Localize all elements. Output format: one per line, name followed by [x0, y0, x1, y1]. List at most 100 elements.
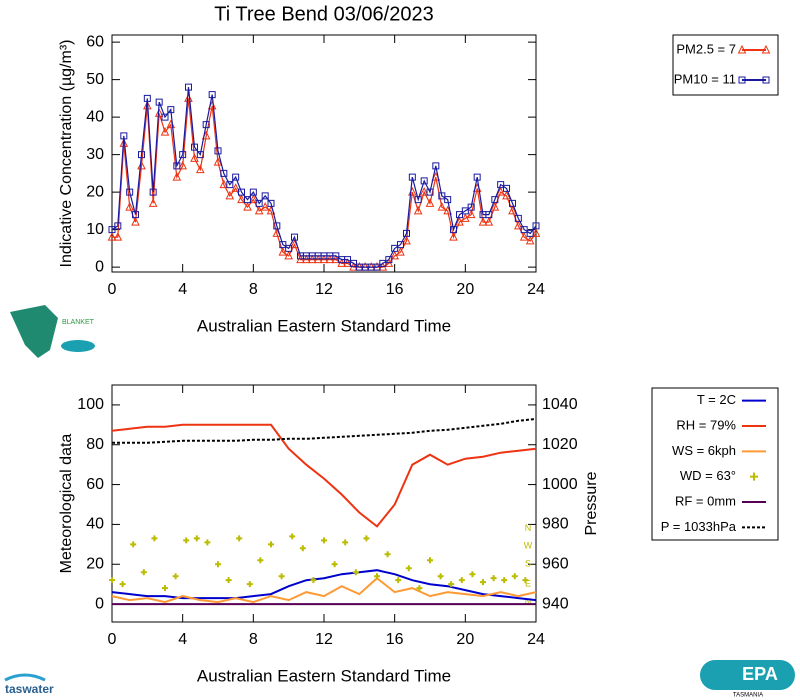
logo-shape [10, 305, 58, 358]
marker [310, 577, 317, 584]
marker [167, 106, 175, 114]
marker [284, 250, 293, 260]
x-tick-label: 12 [315, 281, 333, 298]
y-tick-label: 50 [86, 71, 104, 88]
x-tick-label: 16 [386, 281, 404, 298]
series-line [111, 576, 537, 604]
marker [420, 177, 428, 185]
marker [138, 151, 146, 159]
marker [403, 229, 411, 237]
y-tick-label: 20 [86, 183, 104, 200]
marker [461, 207, 469, 215]
marker [485, 211, 493, 219]
marker [225, 577, 232, 584]
marker [114, 222, 122, 230]
marker [290, 233, 298, 241]
marker [444, 196, 452, 204]
series-line [112, 417, 537, 444]
marker [278, 573, 285, 580]
x-tick-label: 12 [315, 631, 333, 648]
marker [342, 539, 349, 546]
marker [501, 577, 508, 584]
y-tick-label: 60 [86, 33, 104, 50]
marker [214, 147, 222, 155]
marker [469, 571, 476, 578]
marker [273, 222, 281, 230]
legend-marker [761, 44, 771, 54]
legend-box [672, 34, 779, 96]
marker [202, 121, 210, 129]
marker [278, 247, 288, 256]
x-tick-label: 8 [249, 631, 258, 648]
marker [511, 573, 518, 580]
legend-swatch [750, 472, 758, 481]
wd-tick-label: N [525, 596, 532, 606]
marker [190, 153, 199, 162]
legend-marker [738, 76, 746, 84]
marker [519, 232, 529, 241]
marker [416, 585, 423, 592]
marker [473, 173, 481, 181]
marker [130, 541, 137, 548]
marker [438, 192, 446, 200]
marker [384, 551, 391, 558]
marker [231, 183, 240, 192]
marker [260, 202, 270, 211]
logo-text: EPA [742, 664, 778, 684]
y-tick-label: 10 [86, 221, 104, 238]
marker [391, 244, 399, 252]
marker [237, 194, 246, 204]
marker [261, 192, 269, 200]
marker [172, 573, 179, 580]
marker [408, 173, 416, 181]
y2-tick-label: 940 [542, 595, 569, 612]
marker [449, 226, 457, 234]
marker [119, 138, 129, 147]
legend-label: P = 1033hPa [661, 519, 737, 534]
legend-label: RH = 79% [676, 417, 736, 432]
marker [363, 535, 370, 542]
marker [154, 108, 164, 117]
marker [402, 235, 411, 245]
marker [531, 228, 541, 237]
marker [379, 259, 387, 267]
marker [522, 577, 529, 584]
marker [184, 83, 192, 91]
marker [173, 162, 181, 170]
marker [196, 164, 205, 174]
marker [480, 579, 486, 586]
marker [496, 187, 505, 196]
marker [237, 188, 245, 196]
wd-tick-label: W [524, 541, 533, 551]
marker [254, 205, 264, 215]
marker [225, 190, 235, 200]
marker [109, 577, 115, 584]
marker [385, 256, 393, 264]
marker [514, 220, 523, 230]
x-axis-label: Australian Eastern Standard Time [197, 666, 451, 685]
marker [249, 188, 257, 196]
marker [125, 202, 134, 211]
plot-frame [111, 384, 537, 623]
x-tick-label: 8 [249, 281, 258, 298]
marker [219, 179, 229, 189]
marker [497, 181, 505, 189]
marker [343, 256, 351, 264]
marker [107, 232, 117, 241]
legend-label: RF = 0mm [675, 493, 736, 508]
y-tick-label: 0 [95, 258, 104, 275]
marker [151, 535, 158, 542]
marker [178, 160, 187, 170]
marker [478, 217, 488, 226]
marker [131, 211, 139, 219]
x-tick-label: 16 [386, 631, 404, 648]
marker [449, 232, 458, 241]
series-line [112, 98, 537, 268]
marker [374, 573, 380, 580]
marker [196, 151, 204, 159]
marker [179, 151, 187, 159]
y2-tick-label: 1000 [542, 476, 578, 493]
marker [502, 184, 510, 192]
marker [113, 232, 123, 241]
